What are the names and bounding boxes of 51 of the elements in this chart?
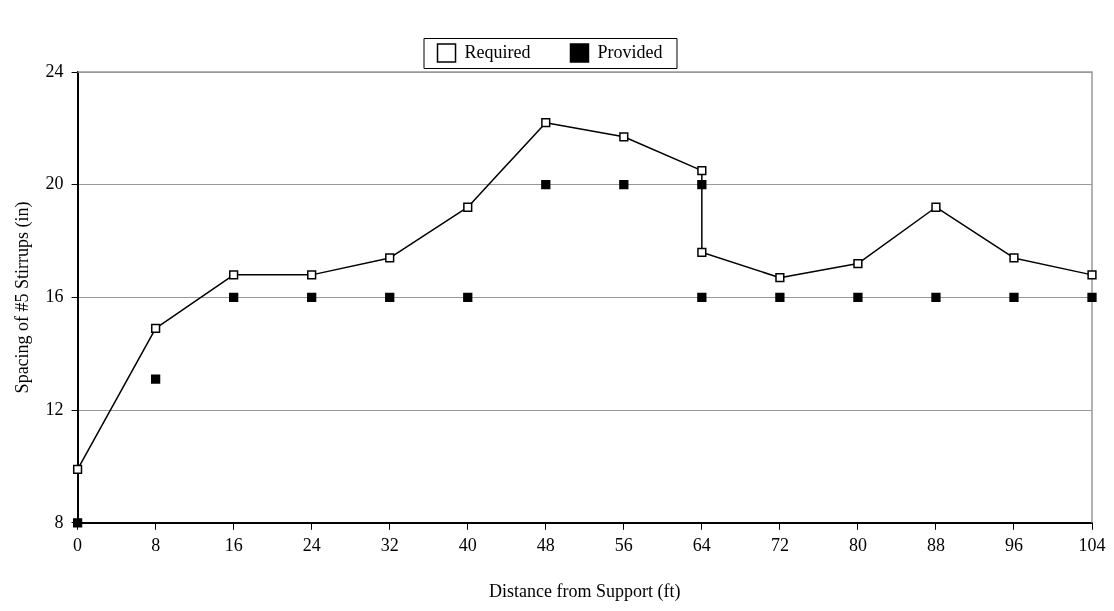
y-tick-label: 12 bbox=[45, 398, 64, 419]
point bbox=[1009, 253, 1019, 263]
point bbox=[853, 292, 863, 303]
x-tick-label: 72 bbox=[770, 535, 789, 556]
point bbox=[307, 270, 317, 280]
point bbox=[72, 464, 83, 474]
point bbox=[853, 258, 863, 269]
point bbox=[150, 374, 161, 384]
point bbox=[1009, 292, 1019, 303]
point bbox=[931, 202, 941, 212]
point bbox=[385, 253, 395, 263]
point bbox=[385, 292, 395, 303]
point bbox=[463, 292, 473, 303]
legend-label: Provided bbox=[597, 41, 663, 62]
x-tick-label: 16 bbox=[224, 535, 243, 556]
x-tick-label: 40 bbox=[458, 535, 477, 556]
x-tick-label: 48 bbox=[536, 535, 555, 556]
point bbox=[463, 202, 473, 212]
x-tick-label: 32 bbox=[380, 535, 399, 556]
point bbox=[229, 292, 239, 303]
point bbox=[1087, 292, 1097, 303]
x-tick-label: 24 bbox=[302, 535, 321, 556]
point bbox=[619, 180, 629, 190]
x-tick-label: 88 bbox=[926, 535, 945, 556]
point bbox=[150, 323, 161, 334]
point bbox=[775, 292, 785, 303]
y-tick-label: 20 bbox=[45, 173, 64, 194]
point bbox=[697, 247, 707, 257]
y-tick-label: 24 bbox=[45, 60, 64, 81]
x-tick-label: 8 bbox=[151, 535, 161, 556]
point bbox=[541, 118, 551, 128]
point bbox=[619, 132, 629, 142]
x-axis-title: Distance from Support (ft) bbox=[489, 580, 681, 602]
point bbox=[697, 165, 707, 176]
y-axis-title: Spacing of #5 Stirrups (in) bbox=[11, 201, 33, 394]
y-tick-label: 16 bbox=[45, 286, 64, 307]
x-tick-label: 0 bbox=[73, 535, 83, 556]
y-tick-label: 8 bbox=[54, 511, 64, 532]
x-tick-label: 64 bbox=[692, 535, 711, 556]
point bbox=[307, 292, 317, 303]
point bbox=[931, 292, 941, 303]
point bbox=[229, 270, 239, 280]
x-tick-label: 96 bbox=[1004, 535, 1023, 556]
point bbox=[541, 180, 551, 190]
x-tick-label: 56 bbox=[614, 535, 633, 556]
point bbox=[1087, 270, 1097, 280]
point bbox=[775, 273, 785, 283]
legend-label: Required bbox=[464, 41, 531, 62]
point bbox=[697, 292, 707, 303]
x-tick-label: 80 bbox=[848, 535, 867, 556]
x-tick-label: 104 bbox=[1078, 535, 1106, 556]
